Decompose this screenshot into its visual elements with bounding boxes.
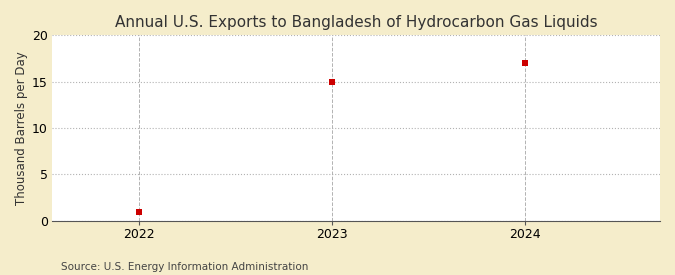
Y-axis label: Thousand Barrels per Day: Thousand Barrels per Day [15,51,28,205]
Title: Annual U.S. Exports to Bangladesh of Hydrocarbon Gas Liquids: Annual U.S. Exports to Bangladesh of Hyd… [115,15,597,30]
Text: Source: U.S. Energy Information Administration: Source: U.S. Energy Information Administ… [61,262,308,272]
